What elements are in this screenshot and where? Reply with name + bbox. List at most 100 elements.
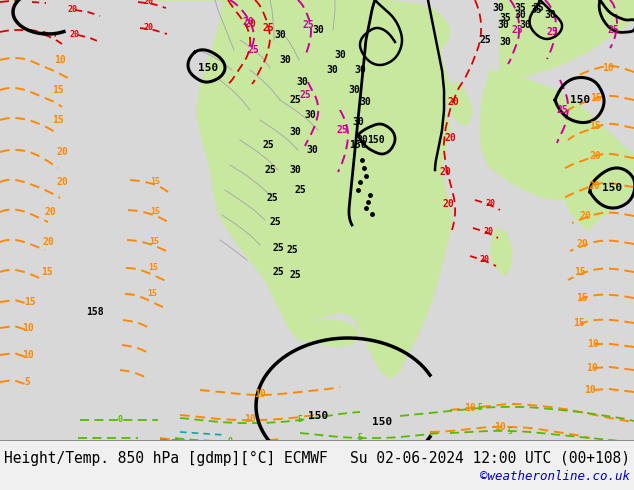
Text: 5: 5 [477, 402, 482, 412]
Text: 25: 25 [272, 267, 284, 277]
Text: 20: 20 [588, 181, 600, 191]
Polygon shape [480, 70, 634, 200]
Text: 20: 20 [68, 5, 78, 15]
Polygon shape [295, 320, 358, 347]
Text: 20: 20 [485, 199, 495, 209]
Text: 25: 25 [299, 90, 311, 100]
Text: 10: 10 [22, 350, 34, 360]
Text: 25: 25 [479, 35, 491, 45]
Text: 25: 25 [336, 125, 348, 135]
Text: 10: 10 [587, 339, 599, 349]
Text: 25: 25 [289, 270, 301, 280]
Text: 0: 0 [228, 437, 233, 445]
Text: 10: 10 [54, 55, 66, 65]
Bar [0, 0, 634, 440]
Text: 10: 10 [602, 63, 614, 73]
Text: 30: 30 [334, 50, 346, 60]
Text: 5: 5 [358, 433, 363, 441]
Text: 20: 20 [56, 177, 68, 187]
Text: 10: 10 [584, 385, 596, 395]
Text: 25: 25 [511, 25, 523, 35]
Text: 15: 15 [573, 318, 585, 328]
Text: 30: 30 [279, 55, 291, 65]
Text: 25: 25 [264, 165, 276, 175]
Text: 15: 15 [574, 267, 586, 277]
Text: Su 02-06-2024 12:00 UTC (00+108): Su 02-06-2024 12:00 UTC (00+108) [350, 450, 630, 465]
Text: 20: 20 [442, 199, 454, 209]
Text: 15: 15 [150, 177, 160, 187]
Text: 25: 25 [302, 20, 314, 30]
Text: 35: 35 [530, 5, 542, 15]
Text: 5: 5 [507, 426, 512, 436]
Text: 15: 15 [149, 238, 159, 246]
Text: 30: 30 [514, 10, 526, 20]
Text: 15: 15 [589, 121, 601, 131]
Bar [0, 440, 634, 490]
Text: 15: 15 [52, 115, 64, 125]
Text: 30: 30 [354, 65, 366, 75]
Text: 20: 20 [483, 227, 493, 237]
Text: 10: 10 [254, 389, 266, 399]
Text: 10: 10 [586, 363, 598, 373]
Text: 25: 25 [294, 185, 306, 195]
Text: 35: 35 [532, 3, 544, 13]
Text: 20: 20 [444, 133, 456, 143]
Text: 35: 35 [499, 13, 511, 23]
Text: 20: 20 [579, 211, 591, 221]
Text: 0: 0 [117, 416, 122, 424]
Text: 150: 150 [602, 183, 622, 193]
Text: 15: 15 [24, 297, 36, 307]
Text: 15: 15 [148, 264, 158, 272]
Text: 30: 30 [312, 25, 324, 35]
Text: 20: 20 [447, 97, 459, 107]
Text: 20: 20 [242, 17, 254, 27]
Text: 5: 5 [297, 416, 302, 424]
Text: 15: 15 [576, 293, 588, 303]
Text: 30: 30 [289, 127, 301, 137]
Text: 5: 5 [24, 377, 30, 387]
Text: 15: 15 [147, 290, 157, 298]
Text: 30: 30 [492, 3, 504, 13]
Text: ©weatheronline.co.uk: ©weatheronline.co.uk [480, 470, 630, 484]
Text: 25: 25 [269, 217, 281, 227]
Text: 150: 150 [198, 63, 218, 73]
Polygon shape [155, 0, 452, 378]
Text: 20: 20 [70, 30, 80, 40]
Text: 30: 30 [352, 117, 364, 127]
Text: 25: 25 [286, 245, 298, 255]
Text: 15: 15 [41, 267, 53, 277]
Text: 20: 20 [244, 19, 256, 29]
Text: 25: 25 [247, 45, 259, 55]
Text: 20: 20 [143, 0, 153, 6]
Text: 25: 25 [262, 23, 274, 33]
Text: 30: 30 [304, 110, 316, 120]
Text: 30: 30 [499, 37, 511, 47]
Text: 30: 30 [348, 85, 360, 95]
Text: 10: 10 [494, 422, 506, 432]
Text: 20: 20 [439, 167, 451, 177]
Text: 35: 35 [514, 3, 526, 13]
Text: 30: 30 [356, 135, 368, 145]
Text: 30: 30 [306, 145, 318, 155]
Text: 20: 20 [576, 239, 588, 249]
Text: 15: 15 [150, 207, 160, 217]
Text: 150: 150 [570, 95, 590, 105]
Text: 20: 20 [42, 237, 54, 247]
Text: 15: 15 [590, 93, 602, 103]
Text: 10: 10 [464, 403, 476, 413]
Text: 20: 20 [56, 147, 68, 157]
Text: 30: 30 [289, 165, 301, 175]
Text: 15: 15 [52, 85, 64, 95]
Text: 30: 30 [544, 10, 556, 20]
Text: 30: 30 [296, 77, 308, 87]
Text: 20: 20 [44, 207, 56, 217]
Text: 30: 30 [519, 20, 531, 30]
Text: 30: 30 [497, 20, 509, 30]
Text: 25: 25 [262, 140, 274, 150]
Text: 150: 150 [372, 417, 392, 427]
Text: 150: 150 [367, 135, 385, 145]
Polygon shape [445, 82, 472, 125]
Text: 30: 30 [274, 30, 286, 40]
Text: 158: 158 [86, 307, 104, 317]
Text: 150: 150 [349, 140, 367, 150]
